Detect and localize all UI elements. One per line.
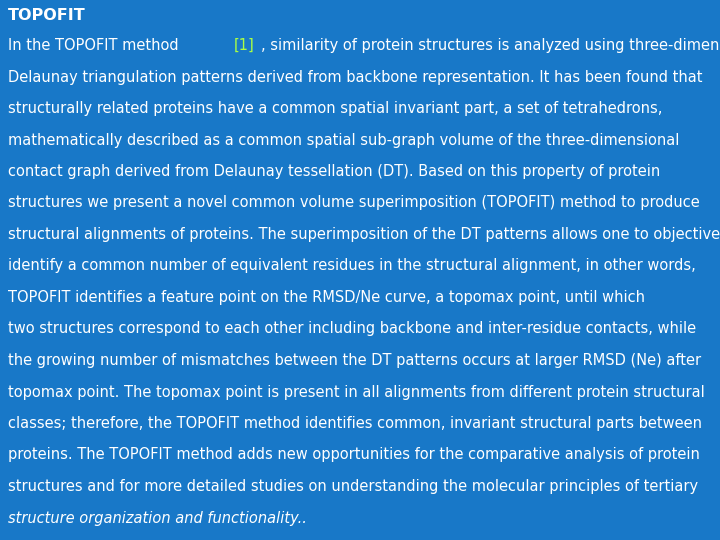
Text: structures and for more detailed studies on understanding the molecular principl: structures and for more detailed studies… bbox=[8, 479, 698, 494]
Text: mathematically described as a common spatial sub-graph volume of the three-dimen: mathematically described as a common spa… bbox=[8, 132, 680, 147]
Text: structurally related proteins have a common spatial invariant part, a set of tet: structurally related proteins have a com… bbox=[8, 101, 662, 116]
Text: topomax point. The topomax point is present in all alignments from different pro: topomax point. The topomax point is pres… bbox=[8, 384, 705, 400]
Text: two structures correspond to each other including backbone and inter-residue con: two structures correspond to each other … bbox=[8, 321, 696, 336]
Text: classes; therefore, the TOPOFIT method identifies common, invariant structural p: classes; therefore, the TOPOFIT method i… bbox=[8, 416, 702, 431]
Text: , similarity of protein structures is analyzed using three-dimensional: , similarity of protein structures is an… bbox=[261, 38, 720, 53]
Text: structures we present a novel common volume superimposition (TOPOFIT) method to : structures we present a novel common vol… bbox=[8, 195, 700, 211]
Text: the growing number of mismatches between the DT patterns occurs at larger RMSD (: the growing number of mismatches between… bbox=[8, 353, 701, 368]
Text: [1]: [1] bbox=[234, 38, 255, 53]
Text: contact graph derived from Delaunay tessellation (DT). Based on this property of: contact graph derived from Delaunay tess… bbox=[8, 164, 660, 179]
Text: proteins. The TOPOFIT method adds new opportunities for the comparative analysis: proteins. The TOPOFIT method adds new op… bbox=[8, 448, 700, 462]
Text: Delaunay triangulation patterns derived from backbone representation. It has bee: Delaunay triangulation patterns derived … bbox=[8, 70, 703, 84]
Text: structural alignments of proteins. The superimposition of the DT patterns allows: structural alignments of proteins. The s… bbox=[8, 227, 720, 242]
Text: TOPOFIT identifies a feature point on the RMSD/Ne curve, a topomax point, until : TOPOFIT identifies a feature point on th… bbox=[8, 290, 645, 305]
Text: TOPOFIT: TOPOFIT bbox=[8, 8, 86, 23]
Text: structure organization and functionality..: structure organization and functionality… bbox=[8, 510, 307, 525]
Text: identify a common number of equivalent residues in the structural alignment, in : identify a common number of equivalent r… bbox=[8, 259, 696, 273]
Text: In the TOPOFIT method: In the TOPOFIT method bbox=[8, 38, 184, 53]
